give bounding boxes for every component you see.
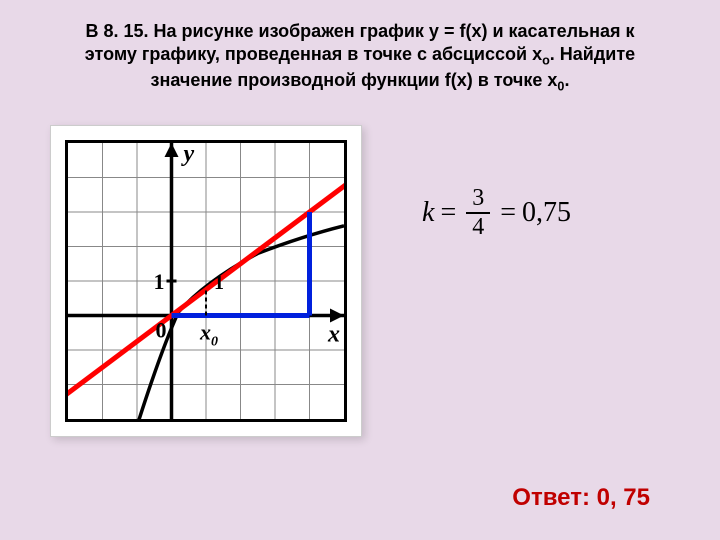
answer: Ответ: 0, 75 [512, 484, 650, 512]
graph-svg: y x 1 0 1 x0 [68, 143, 344, 419]
svg-text:x0: x0 [199, 320, 218, 350]
svg-text:0: 0 [156, 318, 167, 343]
formula-result: 0,75 [522, 197, 571, 229]
graph-plot: y x 1 0 1 x0 [65, 140, 347, 422]
title-line-3b: . [564, 70, 569, 90]
svg-text:x: x [327, 322, 340, 348]
title-line-2b: . Найдите [550, 44, 635, 64]
title-sub-1: о [542, 54, 550, 68]
title-line-2a: этому графику, проведенная в точке с абс… [85, 44, 542, 64]
svg-text:y: y [181, 143, 195, 167]
formula-eq2: = [500, 197, 516, 229]
formula-denominator: 4 [466, 214, 490, 240]
graph-container: y x 1 0 1 x0 [50, 125, 362, 437]
svg-text:1: 1 [154, 269, 165, 294]
formula-eq1: = [440, 197, 456, 229]
slope-formula: k = 3 4 = 0,75 [422, 185, 571, 240]
problem-title: В 8. 15. На рисунке изображен график y =… [50, 20, 670, 95]
content-row: y x 1 0 1 x0 k = 3 4 = 0,75 [50, 125, 670, 437]
svg-text:1: 1 [214, 272, 224, 294]
title-line-3a: значение производной функции f(x) в точк… [151, 70, 558, 90]
title-line-1: В 8. 15. На рисунке изображен график y =… [85, 21, 634, 41]
formula-k: k [422, 197, 434, 229]
answer-value: 0, 75 [597, 484, 650, 511]
answer-label: Ответ: [512, 484, 596, 511]
formula-numerator: 3 [466, 185, 490, 213]
formula-fraction: 3 4 [466, 185, 490, 240]
